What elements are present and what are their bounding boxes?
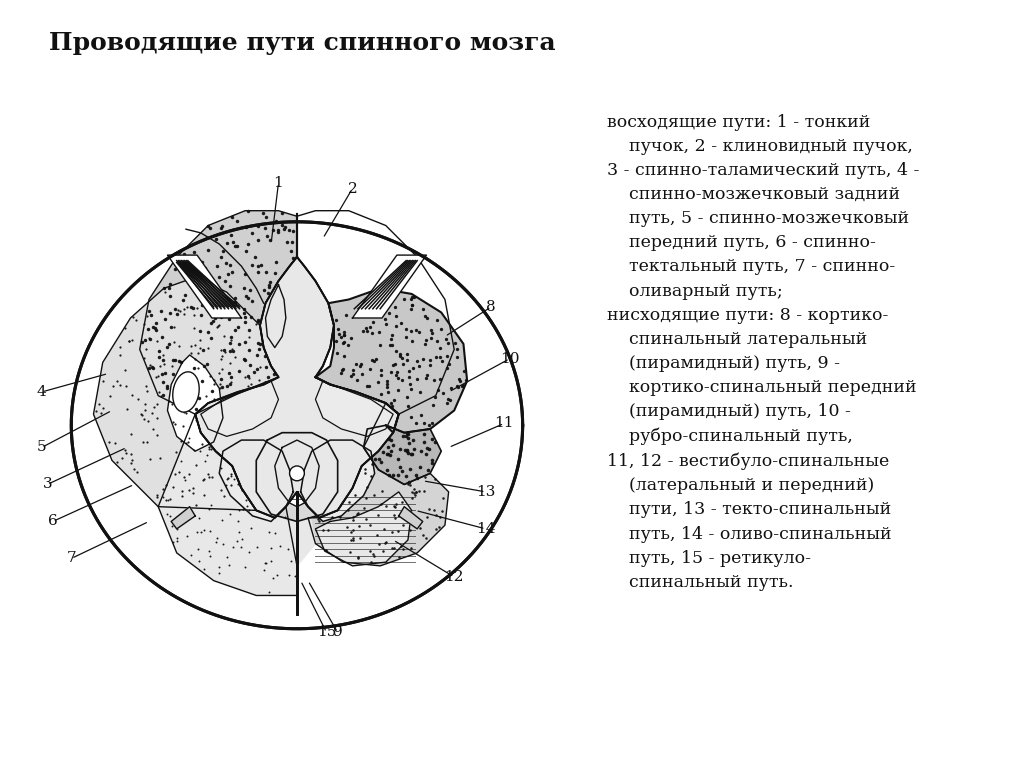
Polygon shape: [398, 507, 423, 529]
Polygon shape: [279, 492, 315, 566]
Text: восходящие пути: 1 - тонкий
    пучок, 2 - клиновидный пучок,
3 - спинно-таламич: восходящие пути: 1 - тонкий пучок, 2 - к…: [606, 114, 919, 591]
Text: 11: 11: [495, 416, 514, 430]
Text: 12: 12: [444, 570, 464, 584]
Polygon shape: [201, 381, 279, 436]
Polygon shape: [196, 257, 398, 518]
Text: 8: 8: [486, 300, 496, 314]
Text: 10: 10: [500, 352, 519, 366]
Polygon shape: [315, 288, 467, 433]
Polygon shape: [168, 355, 223, 451]
Polygon shape: [301, 440, 375, 522]
Polygon shape: [274, 440, 319, 507]
Text: 15: 15: [316, 625, 336, 640]
Polygon shape: [297, 211, 455, 414]
Text: 7: 7: [67, 551, 76, 565]
Circle shape: [290, 466, 304, 481]
Text: 6: 6: [48, 515, 57, 528]
Text: 3: 3: [42, 478, 52, 492]
Polygon shape: [352, 255, 426, 318]
Text: 9: 9: [333, 625, 343, 640]
Polygon shape: [308, 403, 449, 566]
Text: 1: 1: [273, 176, 284, 190]
Polygon shape: [93, 278, 279, 510]
Polygon shape: [159, 414, 297, 595]
Polygon shape: [72, 222, 522, 629]
Text: 14: 14: [476, 522, 496, 536]
Text: 5: 5: [37, 440, 46, 455]
Polygon shape: [219, 440, 293, 522]
Text: Проводящие пути спинного мозга: Проводящие пути спинного мозга: [49, 31, 555, 54]
Polygon shape: [196, 257, 398, 518]
Polygon shape: [256, 433, 338, 522]
Ellipse shape: [173, 372, 200, 412]
Text: 2: 2: [347, 182, 357, 196]
Polygon shape: [315, 381, 393, 436]
Text: 4: 4: [37, 385, 46, 399]
Polygon shape: [265, 285, 286, 347]
Text: 13: 13: [476, 485, 496, 499]
Polygon shape: [364, 425, 441, 485]
Polygon shape: [168, 255, 242, 318]
Polygon shape: [315, 492, 412, 566]
Polygon shape: [139, 211, 297, 414]
Polygon shape: [171, 507, 196, 529]
